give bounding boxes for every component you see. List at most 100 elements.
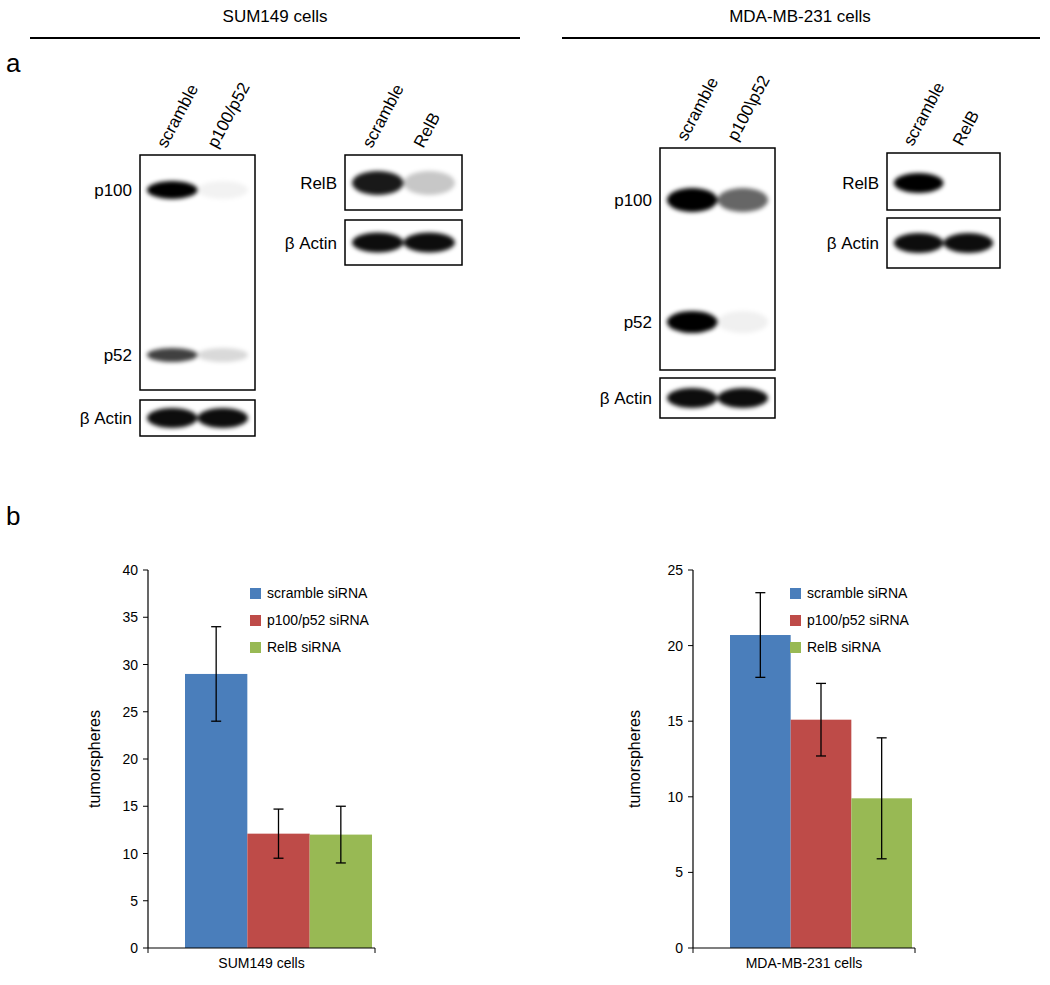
lane-label: p100\p52 bbox=[724, 72, 774, 144]
tick-label: 35 bbox=[122, 609, 138, 625]
band bbox=[352, 171, 403, 195]
tick bbox=[688, 721, 693, 722]
blot-title: MDA-MB-231 cells bbox=[729, 7, 871, 26]
band-label: p52 bbox=[104, 346, 132, 365]
error-cap bbox=[274, 858, 284, 859]
legend-label: RelB siRNA bbox=[267, 639, 342, 655]
error-cap bbox=[211, 721, 221, 722]
tick-label: 20 bbox=[122, 751, 138, 767]
error-bar bbox=[755, 593, 765, 678]
blot-membrane bbox=[345, 155, 462, 210]
error-stem bbox=[881, 738, 882, 859]
y-axis bbox=[147, 570, 148, 948]
tick-label: 20 bbox=[667, 638, 683, 654]
panel-label: a bbox=[6, 48, 21, 78]
band bbox=[198, 408, 249, 428]
band bbox=[198, 181, 249, 199]
legend-label: p100/p52 siRNA bbox=[267, 612, 370, 628]
error-bar bbox=[274, 809, 284, 858]
bands bbox=[352, 171, 455, 195]
band bbox=[147, 408, 198, 428]
panel-label: b bbox=[6, 501, 20, 531]
error-cap bbox=[336, 862, 346, 863]
lane-label: RelB bbox=[949, 107, 983, 148]
band bbox=[147, 181, 198, 199]
legend: scramble siRNA p100/p52 siRNA RelB siRNA bbox=[250, 585, 370, 655]
band bbox=[944, 233, 994, 253]
error-cap bbox=[336, 806, 346, 807]
blot-membrane bbox=[660, 148, 775, 370]
band bbox=[718, 388, 769, 408]
x-tick bbox=[375, 948, 376, 953]
blot-membrane bbox=[887, 218, 1000, 268]
tick bbox=[143, 711, 148, 712]
error-stem bbox=[340, 806, 341, 863]
lane-label: scramble bbox=[899, 79, 948, 149]
band bbox=[147, 348, 198, 362]
tick bbox=[143, 806, 148, 807]
error-stem bbox=[760, 593, 761, 678]
x-axis bbox=[148, 947, 375, 948]
tick-label: 30 bbox=[122, 657, 138, 673]
band-label: RelB bbox=[842, 174, 879, 193]
legend-swatch bbox=[250, 588, 261, 599]
y-axis-label: tumorspheres bbox=[626, 710, 643, 808]
error-stem bbox=[278, 809, 279, 858]
x-tick bbox=[915, 948, 916, 953]
legend-swatch bbox=[250, 615, 261, 626]
tick bbox=[688, 872, 693, 873]
band bbox=[667, 311, 718, 333]
x-tick bbox=[693, 948, 694, 953]
tick-label: 25 bbox=[667, 562, 683, 578]
tick bbox=[143, 759, 148, 760]
tick-label: 15 bbox=[122, 798, 138, 814]
error-stem bbox=[820, 683, 821, 756]
band bbox=[894, 173, 944, 193]
bar-chart: 0510152025303540SUM149 cellstumorspheres… bbox=[86, 562, 375, 971]
legend-label: scramble siRNA bbox=[267, 585, 368, 601]
bands bbox=[667, 388, 768, 408]
tick bbox=[688, 645, 693, 646]
tick bbox=[143, 900, 148, 901]
error-cap bbox=[211, 626, 221, 627]
category-label: MDA-MB-231 cells bbox=[746, 955, 863, 971]
band bbox=[352, 233, 403, 253]
bands bbox=[147, 408, 248, 428]
blot-title: SUM149 cells bbox=[223, 7, 328, 26]
bar bbox=[730, 635, 791, 948]
error-cap bbox=[755, 677, 765, 678]
band bbox=[718, 311, 769, 333]
band-label: p100 bbox=[614, 191, 652, 210]
band bbox=[718, 188, 769, 212]
y-axis bbox=[692, 570, 693, 948]
band-label: β Actin bbox=[80, 409, 132, 428]
error-cap bbox=[755, 592, 765, 593]
y-axis-label: tumorspheres bbox=[86, 710, 103, 808]
error-cap bbox=[816, 755, 826, 756]
bars bbox=[730, 635, 912, 948]
band-label: p100 bbox=[94, 181, 132, 200]
tick-label: 0 bbox=[675, 940, 683, 956]
tick bbox=[688, 570, 693, 571]
tick bbox=[143, 853, 148, 854]
bars bbox=[185, 674, 372, 948]
lane-label: scramble bbox=[153, 81, 202, 151]
legend-swatch bbox=[250, 642, 261, 653]
band bbox=[198, 348, 249, 362]
error-bar bbox=[336, 806, 346, 863]
blot-membrane bbox=[140, 400, 255, 436]
error-bar bbox=[877, 738, 887, 859]
bands bbox=[352, 233, 455, 253]
error-bar bbox=[816, 683, 826, 756]
lane-label: scramble bbox=[359, 81, 408, 151]
bands bbox=[147, 181, 248, 362]
band bbox=[404, 171, 455, 195]
bar-chart: 0510152025MDA-MB-231 cellstumorspheressc… bbox=[626, 562, 915, 971]
tick bbox=[688, 796, 693, 797]
band bbox=[404, 233, 455, 253]
bands bbox=[894, 233, 993, 253]
tick-label: 0 bbox=[130, 940, 138, 956]
error-cap bbox=[877, 858, 887, 859]
x-tick bbox=[148, 948, 149, 953]
tick bbox=[143, 617, 148, 618]
